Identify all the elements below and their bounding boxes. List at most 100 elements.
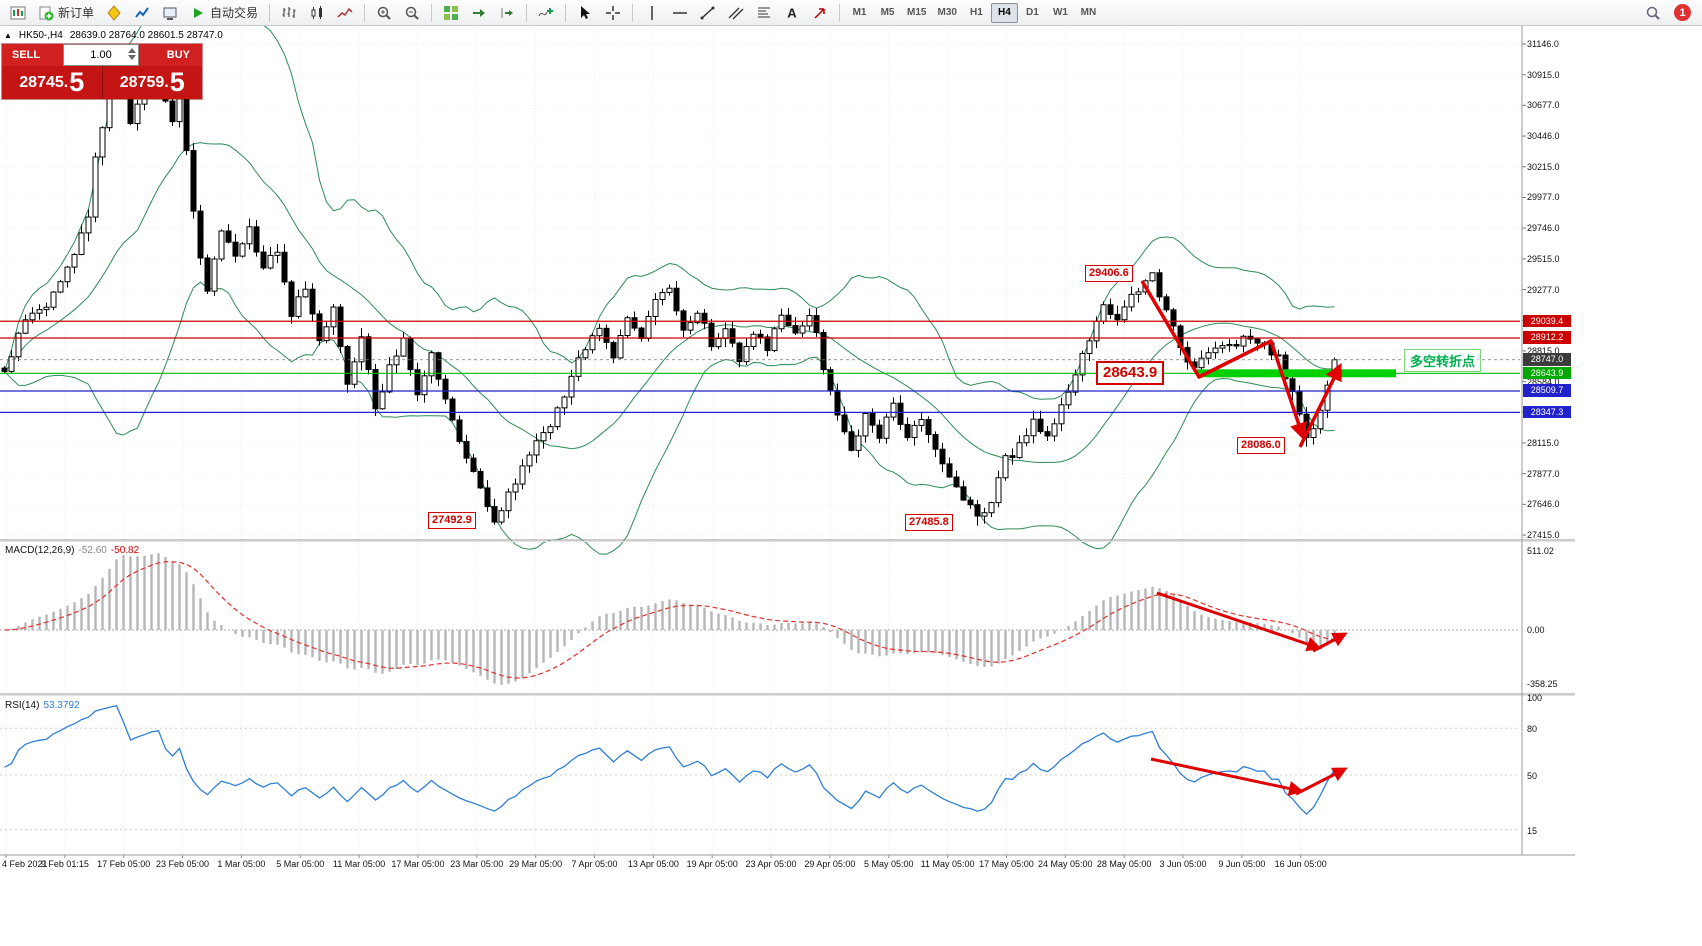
candlestick-chart-icon (311, 5, 323, 19)
time-axis-label: 11 Mar 05:00 (332, 859, 386, 869)
timeframe-mn[interactable]: MN (1080, 7, 1097, 18)
timeframe-w1[interactable]: W1 (1052, 7, 1068, 18)
fibonacci-button[interactable] (751, 2, 777, 24)
indicators-button[interactable] (533, 2, 559, 24)
trend-arrow[interactable] (1140, 280, 1307, 441)
rsi-axis-label: 15 (1527, 825, 1538, 836)
trendline-button[interactable] (695, 2, 721, 24)
bar-chart-button[interactable] (276, 2, 302, 24)
terminal-button[interactable] (157, 2, 183, 24)
timeframe-m30[interactable]: M30 (937, 7, 957, 18)
price-annotation[interactable]: 28086.0 (1237, 437, 1285, 455)
market-watch-button[interactable] (129, 2, 155, 24)
line-chart-button[interactable] (332, 2, 358, 24)
timeframe-m1[interactable]: M1 (852, 7, 867, 18)
time-axis-label: 9 Jun 05:00 (1218, 859, 1266, 869)
indicators-icon (538, 7, 554, 16)
bollinger-upper-band (4, 0, 1335, 400)
notification-badge[interactable]: 1 (1674, 4, 1691, 21)
time-axis-label: 11 May 05:00 (920, 859, 975, 869)
tile-windows-icon (444, 5, 459, 20)
sell-price[interactable]: 28745. 5 (2, 66, 102, 99)
timeframe-m5[interactable]: M5 (880, 7, 895, 18)
timeframe-h4[interactable]: H4 (990, 2, 1018, 23)
search-button[interactable] (1640, 2, 1666, 24)
price-annotation[interactable]: 27492.9 (428, 512, 476, 530)
tile-windows-button[interactable] (438, 2, 464, 24)
sell-button[interactable]: SELL (2, 44, 63, 66)
cursor-button[interactable] (572, 2, 598, 24)
autotrading-button[interactable]: 自动交易 (185, 2, 263, 24)
price-axis-label: 28584.0 (1527, 376, 1560, 387)
arrows-tool-button[interactable] (807, 2, 833, 24)
symbol-name: HK50-,H4 (18, 30, 63, 41)
horizontal-line-icon (673, 11, 688, 14)
turning-point-label[interactable]: 多空转折点 (1404, 349, 1482, 372)
market-watch-icon (135, 6, 149, 18)
macd-axis-label: 511.02 (1527, 546, 1554, 556)
crosshair-button[interactable] (600, 2, 626, 24)
trend-arrow[interactable] (1295, 767, 1348, 796)
spinner-up-icon[interactable] (128, 48, 136, 53)
horizontal-line-button[interactable] (667, 2, 693, 24)
new-chart-button[interactable] (5, 2, 31, 24)
volume-spinner[interactable] (128, 48, 136, 60)
toolbar-separator (364, 3, 366, 22)
time-axis-label: 28 May 05:00 (1096, 859, 1152, 869)
zoom-out-button[interactable] (399, 2, 425, 24)
buy-price[interactable]: 28759. 5 (101, 66, 203, 99)
trendline-icon (700, 6, 715, 19)
collapse-arrow-icon[interactable]: ▲ (4, 31, 12, 40)
toolbar-separator (431, 3, 433, 22)
autotrading-label: 自动交易 (210, 6, 259, 20)
price-annotation[interactable]: 27485.8 (905, 514, 953, 532)
time-axis-label: 29 Mar 05:00 (509, 859, 563, 869)
time-axis-label: 1 Mar 05:00 (217, 859, 266, 869)
trend-arrow[interactable] (1150, 757, 1304, 796)
price-tag: 29039.4 (1523, 314, 1571, 328)
price-annotation[interactable]: 28643.9 (1096, 361, 1165, 385)
price-annotation[interactable]: 29406.6 (1085, 265, 1133, 283)
rsi-line (4, 704, 1336, 816)
buy-button[interactable]: BUY (139, 44, 202, 66)
time-axis-label: 3 Jun 05:00 (1159, 859, 1207, 869)
buy-button-label: BUY (166, 49, 190, 61)
vertical-line-button[interactable] (639, 2, 665, 24)
sell-button-label: SELL (12, 49, 41, 61)
line-chart-icon (337, 7, 353, 18)
metaeditor-button[interactable] (101, 2, 127, 24)
symbol-info: ▲ HK50-,H4 28639.0 28764.0 28601.5 28747… (4, 30, 223, 41)
zoom-in-button[interactable] (371, 2, 397, 24)
bar-chart-icon (282, 6, 296, 18)
trend-arrow[interactable] (1298, 362, 1342, 448)
trend-arrow[interactable] (1312, 632, 1348, 653)
chart-shift-button[interactable] (494, 2, 520, 24)
macd-indicator-label: MACD(12,26,9) -52.60 -50.82 (5, 545, 139, 556)
volume-input[interactable]: 1.00 (63, 44, 139, 66)
spinner-down-icon[interactable] (128, 55, 136, 60)
trend-arrow[interactable] (1156, 591, 1322, 652)
terminal-icon (163, 7, 177, 20)
candlestick-chart-button[interactable] (304, 2, 330, 24)
price-tag: 28912.2 (1523, 331, 1571, 344)
macd-signal-line (4, 561, 1335, 679)
toolbar-separator (565, 3, 567, 22)
macd-name: MACD(12,26,9) (5, 545, 75, 556)
highlight-band[interactable] (1197, 369, 1396, 378)
timeframe-m15[interactable]: M15 (907, 7, 927, 18)
time-axis-label: 5 May 05:00 (863, 859, 914, 869)
timeframe-d1[interactable]: D1 (1026, 7, 1039, 18)
timeframe-h1[interactable]: H1 (970, 7, 983, 18)
auto-scroll-button[interactable] (466, 2, 492, 24)
time-axis-label: 24 May 05:00 (1038, 859, 1093, 869)
rsi-value: 53.3792 (43, 700, 80, 711)
macd-value-2: -50.82 (110, 545, 140, 556)
rsi-name: RSI(14) (5, 700, 40, 711)
new-order-button[interactable]: 新订单 (33, 2, 99, 24)
equidistant-channel-button[interactable] (723, 2, 749, 24)
text-tool-button[interactable]: A (779, 2, 805, 24)
price-tag: 28747.0 (1523, 353, 1571, 366)
macd-axis-label: 0.00 (1527, 625, 1545, 635)
chart-shift-icon (501, 7, 514, 18)
